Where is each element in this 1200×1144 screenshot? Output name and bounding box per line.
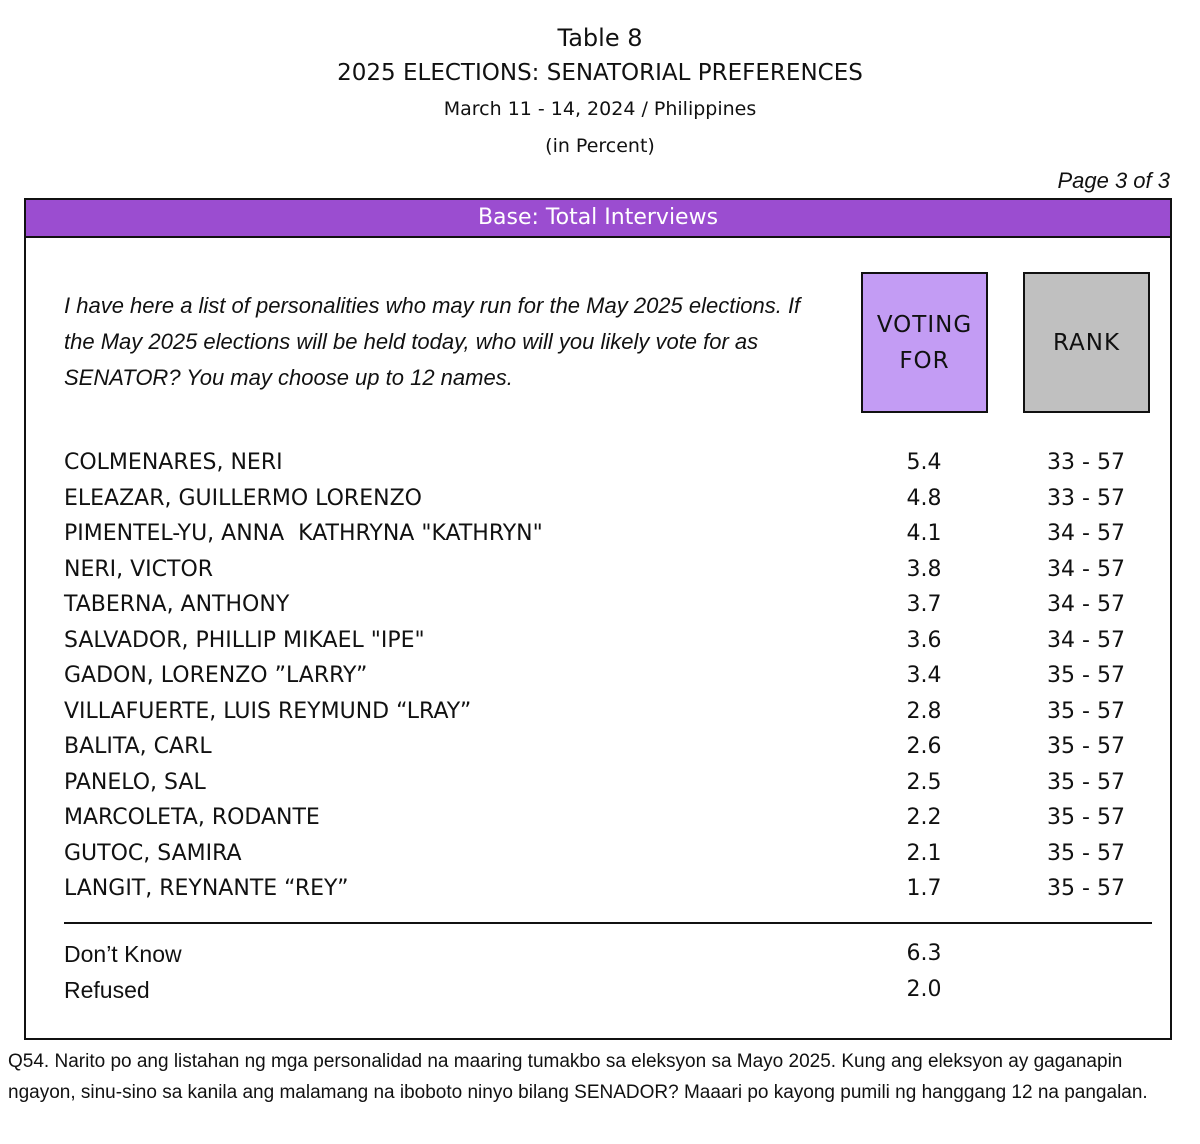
voting-for: 4.8 (906, 485, 942, 511)
voting-for: 3.7 (906, 592, 942, 617)
candidate-name: SALVADOR, PHILLIP MIKAEL "IPE" (64, 627, 425, 653)
candidate-name: MARCOLETA, RODANTE (64, 805, 320, 830)
column-header: VOTING FOR (861, 272, 988, 413)
voting-for: 4.1 (906, 521, 942, 546)
rank: 35 - 57 (1047, 876, 1125, 901)
rank: 33 - 57 (1047, 485, 1125, 511)
candidate-name: ELEAZAR, GUILLERMO LORENZO (64, 485, 422, 511)
voting-for: 6.3 (906, 941, 942, 966)
rank: 34 - 57 (1047, 521, 1125, 546)
candidate-name: NERI, VICTOR (64, 556, 214, 582)
candidate-name: PIMENTEL-YU, ANNA KATHRYNA "KATHRYN" (64, 521, 543, 546)
candidate-name: BALITA, CARL (64, 734, 212, 759)
separator (64, 922, 1152, 924)
voting-for: 3.4 (906, 663, 942, 688)
voting-for: 5.4 (906, 450, 942, 475)
voting-for: 2.5 (906, 769, 942, 795)
candidate-name: COLMENARES, NERI (64, 450, 283, 475)
subtitle: 2025 ELECTIONS: SENATORIAL PREFERENCES (337, 60, 863, 86)
candidate-name: VILLAFUERTE, LUIS REYMUND “LRAY” (64, 698, 472, 724)
candidate-name: LANGIT, REYNANTE “REY” (64, 876, 349, 901)
candidate-name: PANELO, SAL (64, 769, 206, 795)
rank: 35 - 57 (1047, 805, 1125, 830)
voting-for: 2.0 (906, 977, 942, 1002)
voting-for: 3.8 (906, 556, 942, 582)
column-header: RANK (1023, 272, 1150, 413)
candidate-name: GADON, LORENZO ”LARRY” (64, 663, 368, 688)
voting-for: 1.7 (906, 876, 942, 901)
rank: 35 - 57 (1047, 769, 1125, 795)
footnote-label: Q54. (8, 1051, 50, 1072)
rank: 34 - 57 (1047, 556, 1125, 582)
other-label: Don’t Know (64, 941, 182, 967)
voting-for: 2.6 (906, 734, 942, 759)
rank: 35 - 57 (1047, 734, 1125, 759)
base-bar: Base: Total Interviews (26, 200, 1170, 238)
rank: 35 - 57 (1047, 663, 1125, 688)
candidate-name: TABERNA, ANTHONY (64, 592, 290, 617)
page-number: Page 3 of 3 (1057, 168, 1170, 193)
rank: 35 - 57 (1047, 698, 1125, 724)
rank: 34 - 57 (1047, 592, 1125, 617)
voting-for: 2.8 (906, 698, 942, 724)
question: I have here a list of personalities who … (64, 293, 801, 390)
unit: (in Percent) (545, 135, 655, 157)
voting-for: 2.1 (906, 840, 942, 866)
title: Table 8 (557, 24, 643, 52)
rank: 33 - 57 (1047, 450, 1125, 475)
date: March 11 - 14, 2024 / Philippines (443, 98, 757, 120)
other-label: Refused (64, 977, 150, 1003)
candidate-name: GUTOC, SAMIRA (64, 840, 242, 866)
voting-for: 2.2 (906, 805, 942, 830)
footnote: Q54. Narito po ang listahan ng mga perso… (8, 1046, 1188, 1108)
rank: 35 - 57 (1047, 840, 1125, 866)
voting-for: 3.6 (906, 627, 942, 653)
table-box: Base: Total Interviews I have here a lis… (24, 198, 1172, 1040)
rank: 34 - 57 (1047, 627, 1125, 653)
footnote-text: Narito po ang listahan ng mga personalid… (8, 1051, 1148, 1103)
